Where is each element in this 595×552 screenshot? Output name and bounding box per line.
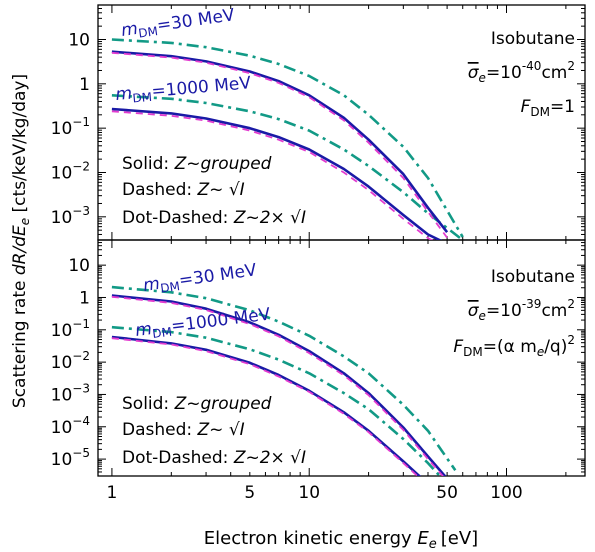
- bottom-x-tick-label: 10: [298, 483, 320, 503]
- bottom-mass-label-30: mDM=30 MeV: [142, 260, 259, 298]
- bottom-series-solid-0: [111, 294, 447, 476]
- bottom-series-dotdashed-5: [111, 325, 442, 476]
- bottom-series-dashed-1: [111, 295, 444, 476]
- x-axis-label: Electron kinetic energy Ee [eV]: [204, 528, 478, 552]
- top-panel-axes: 10 1 10−1 10−2 10−3: [51, 4, 585, 241]
- bottom-y-tick-label: 10−5: [51, 446, 90, 470]
- bottom-y-tick-label: 10−2: [51, 349, 90, 373]
- bottom-material-label: Isobutane: [491, 267, 575, 287]
- bottom-y-tick-label: 10−4: [51, 414, 90, 438]
- top-series-dotdashed-5: [111, 94, 464, 240]
- top-fdm-label: FDM=1: [521, 97, 575, 119]
- bottom-series-dashed-4: [111, 337, 419, 476]
- top-y-tick-label: 10: [68, 30, 90, 50]
- top-mass-label-1000: mDM=1000 MeV: [115, 73, 253, 107]
- top-y-tick-label: 10−1: [51, 115, 90, 139]
- top-sigma-label: σe=10-40cm2: [468, 59, 575, 85]
- y-axis-label: Scattering rate dR/dEe [cts/keV/kg/day]: [10, 74, 32, 408]
- bottom-series-solid-3: [111, 335, 422, 476]
- bottom-y-tick-label: 1: [79, 288, 90, 308]
- bottom-x-tick-label: 1: [107, 483, 118, 503]
- top-legend-solid: Solid: Z~grouped: [122, 154, 272, 174]
- top-series-dashed-4: [111, 110, 434, 240]
- bottom-panel-frame: [97, 239, 586, 477]
- top-series-dashed-1: [111, 51, 448, 239]
- top-material-label: Isobutane: [491, 29, 575, 49]
- top-y-tick-label: 10−2: [51, 159, 90, 183]
- top-legend-dashed: Dashed: Z~ √I: [122, 180, 245, 200]
- top-series-solid-3: [111, 107, 443, 240]
- bottom-mass-label-1000: mDM=1000 MeV: [134, 305, 272, 343]
- bottom-panel-series: [111, 285, 457, 476]
- bottom-legend-dashed: Dashed: Z~ √I: [122, 420, 245, 440]
- top-y-tick-label: 1: [79, 75, 90, 95]
- bottom-x-tick-label: 100: [490, 483, 522, 503]
- bottom-y-tick-label: 10: [68, 256, 90, 276]
- bottom-panel-axes: 1 5 10 50 100 10 1 10−1 10−2 10−3 10−4 10−5: [51, 239, 585, 503]
- bottom-x-tick-label: 50: [436, 483, 458, 503]
- bottom-sigma-label: σe=10-39cm2: [468, 297, 575, 323]
- top-legend-dotdashed: Dot-Dashed: Z~2× √I: [122, 208, 306, 228]
- bottom-y-tick-label: 10−3: [51, 381, 90, 405]
- top-panel-series: [111, 38, 464, 240]
- bottom-series-dotdashed-2: [111, 285, 457, 472]
- bottom-legend-solid: Solid: Z~grouped: [122, 394, 272, 414]
- top-mass-label-30: mDM=30 MeV: [120, 5, 237, 43]
- top-series-dotdashed-2: [111, 38, 464, 238]
- bottom-x-tick-label: 5: [244, 483, 255, 503]
- top-series-solid-0: [111, 50, 449, 234]
- bottom-legend-dotdashed: Dot-Dashed: Z~2× √I: [122, 448, 306, 468]
- bottom-y-tick-label: 10−1: [51, 317, 90, 341]
- bottom-fdm-label: FDM=(α me/q)2: [453, 333, 575, 359]
- top-y-tick-label: 10−3: [51, 204, 90, 228]
